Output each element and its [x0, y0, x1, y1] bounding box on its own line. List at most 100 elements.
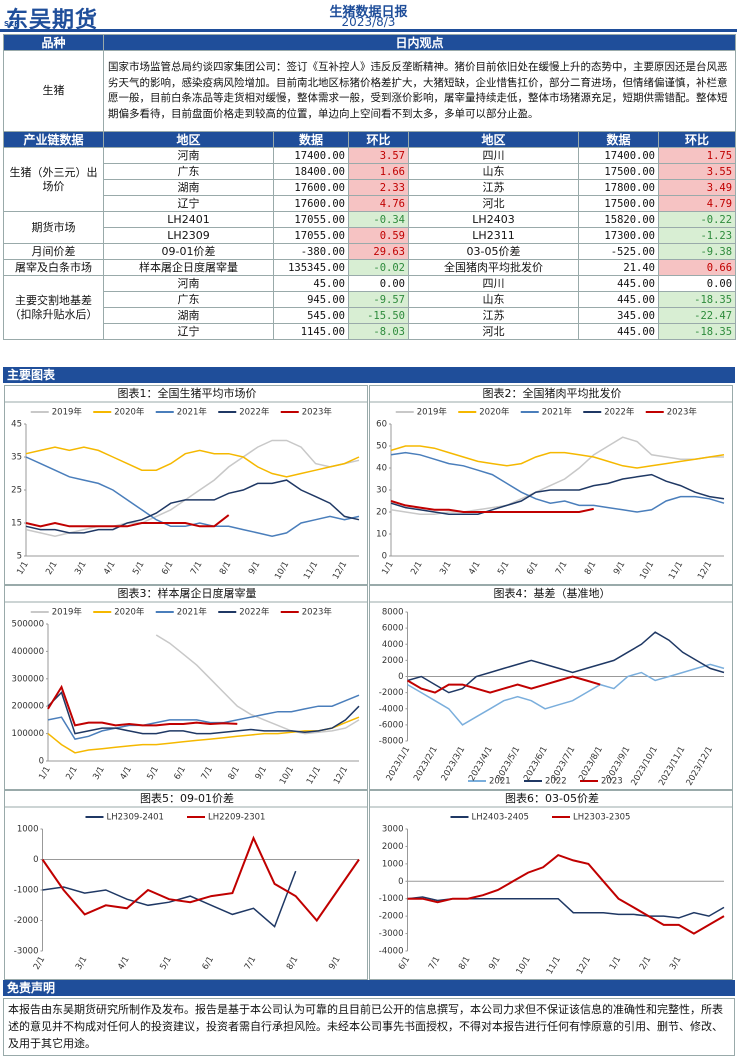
legend-label: LH2309-2401 — [107, 813, 164, 823]
x-tick-label: 2023/2/1 — [412, 745, 440, 783]
x-tick-label: 12/1 — [332, 765, 350, 787]
series-line — [155, 634, 360, 735]
change-cell: 4.79 — [657, 195, 737, 212]
y-tick-label: -8000 — [379, 737, 404, 747]
variety-cell: 生猪 — [3, 50, 104, 132]
legend-label: 2020年 — [479, 407, 510, 418]
x-tick-label: 12/1 — [696, 560, 714, 582]
y-tick-label: 60 — [376, 420, 387, 430]
x-tick-label: 3/1 — [73, 560, 89, 577]
x-tick-label: 1/1 — [15, 560, 31, 577]
x-tick-label: 2023/10/1 — [630, 745, 660, 788]
x-tick-label: 2023/3/1 — [440, 745, 468, 783]
x-tick-label: 4/1 — [467, 560, 483, 577]
chart-title: 图表5：09-01价差 — [140, 791, 234, 805]
table-body: 品种 日内观点 生猪 国家市场监管总局约谈四家集团公司：签订《互补控人》违反反垄… — [3, 34, 737, 340]
x-tick-label: 11/1 — [305, 765, 323, 787]
change-cell: -18.35 — [657, 323, 737, 340]
value-cell: 15820.00 — [578, 211, 659, 228]
y-tick-label: 25 — [11, 486, 22, 496]
x-tick-label: 2023/1/1 — [385, 745, 413, 783]
data-row: 辽宁 1145.00 -8.03 河北 445.00 -18.35 — [4, 323, 737, 340]
series-line — [41, 835, 360, 923]
legend-label: 2021年 — [542, 407, 573, 418]
series-line — [47, 716, 360, 754]
change-cell: 3.57 — [348, 147, 409, 164]
x-tick-label: 4/1 — [118, 765, 134, 782]
change-cell: -22.47 — [657, 307, 737, 324]
x-tick-label: 2/1 — [409, 560, 425, 577]
change-cell: 0.00 — [657, 275, 737, 292]
y-tick-label: 0 — [398, 672, 403, 682]
series-line — [407, 663, 725, 726]
region-cell: 03-05价差 — [408, 243, 579, 260]
header-cell: 环比 — [657, 131, 737, 148]
region-cell: 四川 — [408, 147, 579, 164]
data-row: 广东 18400.00 1.66 山东 17500.00 3.55 — [4, 163, 737, 180]
change-cell: -9.57 — [348, 291, 409, 308]
value-cell: 17500.00 — [578, 195, 659, 212]
value-cell: 17600.00 — [273, 179, 349, 196]
x-tick-label: 2023/12/1 — [685, 745, 715, 788]
region-cell: 湖南 — [103, 307, 274, 324]
data-row: 期货市场 LH2401 17055.00 -0.34 LH2403 15820.00 -0.… — [3, 211, 737, 244]
value-cell: 135345.00 — [273, 259, 349, 276]
y-tick-label: -2000 — [14, 916, 39, 926]
x-tick-label: 2/1 — [32, 955, 48, 972]
series-line — [407, 853, 725, 935]
data-row: 湖南 545.00 -15.50 江苏 345.00 -22.47 — [4, 307, 737, 324]
x-tick-label: 4/1 — [102, 560, 118, 577]
change-cell: 3.55 — [657, 163, 737, 180]
region-cell: 河南 — [103, 147, 274, 164]
legend-label: 2023 — [601, 777, 623, 787]
y-tick-label: 20 — [376, 508, 387, 518]
region-cell: 辽宁 — [103, 195, 274, 212]
y-tick-label: 6000 — [382, 624, 404, 634]
region-cell: 全国猪肉平均批发价 — [408, 259, 579, 276]
x-tick-label: 7/1 — [200, 765, 216, 782]
value-cell: 18400.00 — [273, 163, 349, 180]
legend-label: 2020年 — [114, 407, 145, 418]
x-tick-label: 7/1 — [427, 955, 443, 972]
y-tick-label: 15 — [11, 519, 22, 529]
header-cell: 产业链数据 — [3, 131, 104, 148]
chart-title: 图表6：03-05价差 — [505, 791, 599, 805]
change-cell: 3.49 — [657, 179, 737, 196]
legend-label: 2022年 — [604, 407, 635, 418]
series-line — [47, 694, 360, 740]
report-title: 生猪数据日报 — [329, 5, 408, 20]
change-cell: -15.50 — [348, 307, 409, 324]
y-tick-label: 35 — [11, 453, 22, 463]
y-tick-label: -3000 — [14, 947, 39, 957]
x-tick-label: 3/1 — [74, 955, 90, 972]
report-date: 2023/8/3 — [341, 15, 396, 29]
section-bar: 主要图表 — [3, 367, 735, 383]
region-cell: 河南 — [103, 275, 274, 292]
y-tick-label: 2000 — [382, 842, 404, 852]
region-cell: 江苏 — [408, 179, 579, 196]
region-cell: LH2403 — [408, 211, 579, 228]
series-line — [407, 631, 725, 694]
region-cell: 四川 — [408, 275, 579, 292]
data-row: 主要交割地基差（扣除升贴水后） 河南 45.00 0.00 四川 445.00 0.00 — [3, 275, 737, 340]
y-tick-label: 3000 — [382, 825, 404, 835]
data-row: 屠宰及白条市场 样本屠企日度屠宰量 135345.00 -0.02 全国猪肉平均批发价 2… — [3, 259, 737, 276]
y-tick-label: -1000 — [379, 894, 404, 904]
table-header-row: 产业链数据 地区 数据 环比 地区 数据 环比 — [3, 131, 737, 148]
x-tick-label: 7/1 — [243, 955, 259, 972]
x-tick-label: 10/1 — [515, 955, 533, 977]
data-row: 辽宁 17600.00 4.76 河北 17500.00 4.79 — [4, 195, 737, 212]
value-cell: 945.00 — [273, 291, 349, 308]
header-cell: 地区 — [408, 131, 579, 148]
change-cell: 0.59 — [348, 227, 409, 244]
x-tick-label: 12/1 — [331, 560, 349, 582]
x-tick-label: 6/1 — [525, 560, 541, 577]
change-cell: -0.34 — [348, 211, 409, 228]
value-cell: 345.00 — [578, 307, 659, 324]
legend-label: LH2303-2305 — [573, 813, 630, 823]
value-cell: 17300.00 — [578, 227, 659, 244]
series-line — [42, 870, 297, 928]
y-tick-label: 10 — [376, 530, 387, 540]
